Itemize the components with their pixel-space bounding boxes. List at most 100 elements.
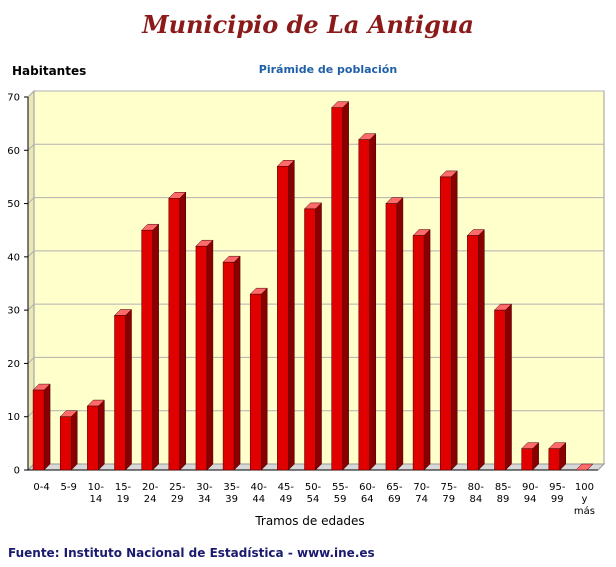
bar-side [260, 287, 268, 471]
bar-group [493, 303, 513, 471]
bar [331, 107, 343, 471]
bar [168, 197, 181, 471]
bar-side [179, 191, 187, 471]
bar-group [168, 191, 187, 471]
x-tick-label: 25-29 [169, 482, 186, 505]
gridline-side [27, 143, 35, 151]
gridline-side [27, 303, 35, 311]
y-tick-label: 20 [7, 359, 20, 370]
bar [32, 389, 45, 471]
bar-side [450, 170, 458, 471]
gridline-side [27, 197, 35, 204]
bar-side [98, 399, 105, 471]
bar [439, 176, 452, 471]
x-axis-label: Tramos de edades [254, 514, 364, 528]
bar [195, 245, 208, 471]
x-tick-label: 80-84 [468, 482, 485, 505]
x-tick-label: 30-34 [196, 482, 213, 505]
y-tick-label: 0 [14, 466, 20, 477]
bar [467, 235, 479, 471]
x-tick-label: 45-49 [278, 482, 295, 505]
bar [114, 315, 126, 471]
x-tick-label: 65-69 [386, 482, 403, 505]
bar-group [575, 463, 594, 471]
bar-group [249, 287, 268, 471]
bar [59, 416, 72, 471]
bar [412, 235, 425, 471]
x-tick-label: 95-99 [549, 482, 566, 505]
bar-side [70, 410, 78, 471]
bar [277, 166, 289, 471]
y-tick-label: 60 [7, 146, 20, 157]
bar-group [113, 308, 133, 471]
x-tick-label: 10-14 [88, 482, 105, 505]
x-tick-label: 35-39 [223, 482, 240, 505]
bar-group [141, 223, 160, 471]
x-tick-label: 5-9 [61, 482, 77, 493]
y-tick-label: 40 [7, 252, 20, 263]
bar-group [466, 228, 485, 471]
gridline-side [27, 357, 35, 364]
bars [32, 101, 594, 471]
x-tick-label: 15-19 [115, 482, 132, 505]
bar-group [303, 202, 323, 471]
bar-side [206, 239, 214, 471]
x-tick-label: 0-4 [33, 482, 49, 493]
gridline-side [27, 250, 35, 258]
bar [358, 139, 371, 471]
bar-group [276, 159, 295, 471]
chart-subtitle: Pirámide de población [259, 63, 397, 76]
y-tick-label: 50 [7, 199, 20, 210]
bar [249, 293, 262, 471]
bar-side [125, 308, 132, 471]
bar [87, 405, 99, 471]
bar-side [315, 202, 322, 471]
bar-group [521, 442, 540, 471]
bar-group [385, 196, 404, 471]
bar-side [478, 228, 485, 471]
gridline-side [27, 90, 35, 98]
bar [304, 208, 316, 471]
x-tick-label: 55-59 [332, 482, 349, 505]
bar [494, 309, 506, 471]
bar-side [342, 101, 349, 471]
bar-group [86, 399, 105, 471]
bar-side [288, 159, 295, 471]
bar-side [369, 133, 377, 471]
bar-group [222, 255, 241, 471]
bar-top [575, 463, 594, 471]
bar-group [412, 228, 431, 471]
bar-group [195, 239, 214, 471]
bar [548, 448, 561, 471]
y-tick-label: 70 [7, 93, 20, 104]
y-tick-label: 30 [7, 306, 20, 317]
page-title: Municipio de La Antigua [142, 10, 474, 39]
bar-group [32, 383, 51, 471]
x-axis-ticks: 0-4 5-9 10-14 15-19 20-24 25-29 30-34 35-39 40-4… [33, 482, 595, 517]
source-note: Fuente: Instituto Nacional de Estadístic… [8, 546, 375, 560]
x-tick-label: 90-94 [522, 482, 539, 505]
bar-side [233, 255, 241, 471]
y-axis-label: Habitantes [12, 64, 86, 78]
bar [521, 448, 533, 471]
x-tick-label: 75-79 [441, 482, 458, 505]
bar-side [505, 303, 512, 471]
bar-side [43, 383, 51, 471]
bar-group [358, 133, 377, 471]
x-tick-label: 40-44 [251, 482, 268, 505]
bar [222, 261, 235, 471]
x-tick-label: 70-74 [413, 482, 430, 505]
bar-group [548, 442, 567, 471]
bar-group [59, 410, 78, 471]
bar [385, 203, 398, 471]
bar-side [396, 196, 404, 471]
x-tick-label: 85-89 [495, 482, 512, 505]
bar-group [331, 101, 350, 471]
x-tick-label: 20-24 [142, 482, 159, 505]
y-tick-label: 10 [7, 412, 20, 423]
bar-side [423, 228, 431, 471]
bar [141, 229, 153, 471]
x-tick-label: 100 y más [574, 482, 595, 517]
bar-group [439, 170, 458, 471]
